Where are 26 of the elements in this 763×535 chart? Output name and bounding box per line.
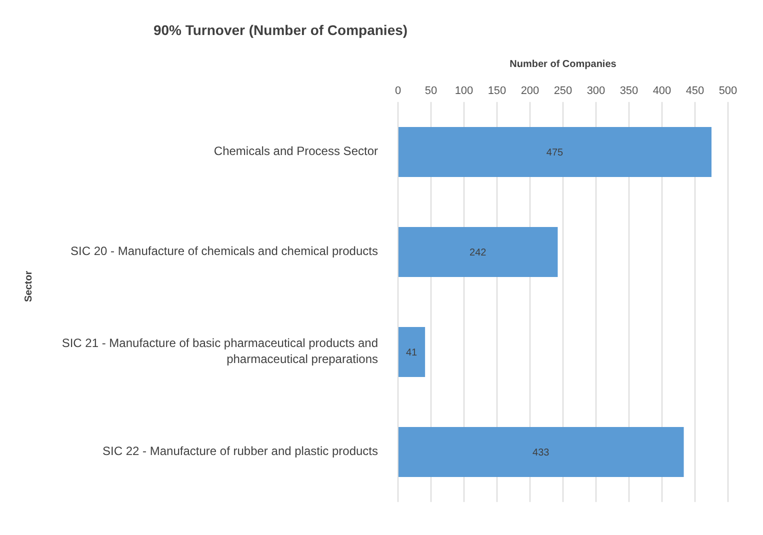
data-label: 242 [470,248,487,259]
x-tick-label: 250 [554,85,572,97]
x-tick-label: 350 [620,85,638,97]
y-tick-label: SIC 22 - Manufacture of rubber and plastic products [102,444,378,458]
x-tick-label: 50 [424,85,438,97]
x-tick-label: 450 [686,85,704,97]
bar [398,327,426,377]
x-tick-label: 500 [718,85,738,97]
y-tick-label: SIC 20 - Manufacture of chemicals and chemical products [70,244,378,258]
data-label: 41 [406,348,418,359]
text: 90% Turnover (Number of Companies) [152,21,409,40]
x-tick-label: 0 [394,85,402,97]
bar [398,227,558,277]
x-axis-title: Number of Companies [510,59,617,70]
x-tick-label: 200 [520,85,540,97]
x-tick-label: 400 [652,85,672,97]
bar [398,127,712,177]
y-axis-title: Sector [24,270,35,302]
x-tick-label: 100 [454,85,474,97]
data-label: 433 [532,448,550,459]
x-tick-label: 300 [586,85,606,97]
x-tick-label: 150 [488,85,506,97]
y-tick-label: Chemicals and Process Sector [214,144,378,158]
bar [398,427,684,477]
y-tick-label: SIC 21 - Manufacture of basic pharmaceutical products and pharmaceutical preparations [62,336,378,366]
data-label: 475 [546,148,564,159]
